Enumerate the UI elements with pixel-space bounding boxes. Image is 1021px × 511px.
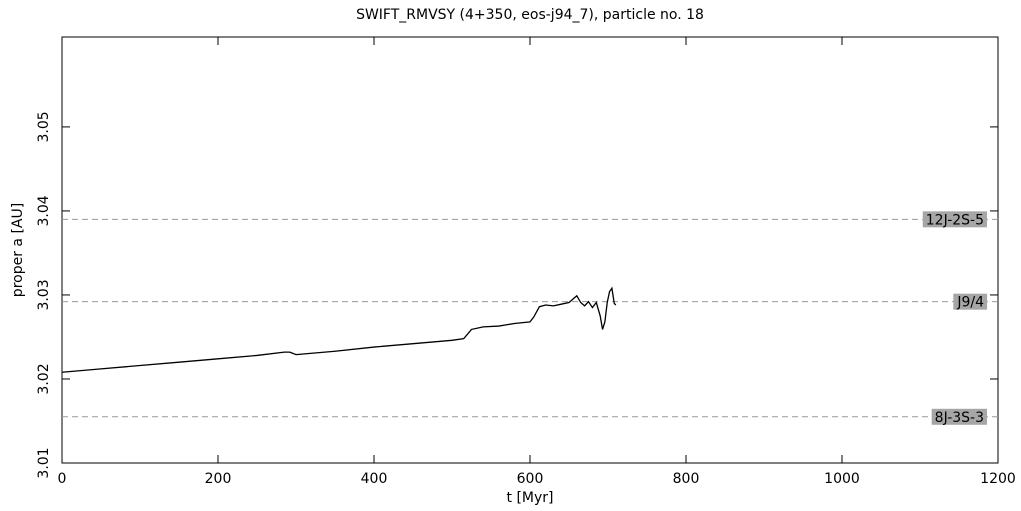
y-tick-label: 3.03 <box>36 279 52 310</box>
y-tick-label: 3.01 <box>36 447 52 478</box>
x-tick-label: 400 <box>361 471 388 487</box>
chart-title: SWIFT_RMVSY (4+350, eos-j94_7), particle… <box>356 7 704 23</box>
resonance-label-bg <box>953 293 988 310</box>
resonance-label-bg <box>931 408 987 425</box>
x-tick-label: 1200 <box>980 471 1016 487</box>
plot-frame <box>61 36 999 464</box>
x-tick-label: 600 <box>517 471 544 487</box>
resonance-label-bg <box>922 211 987 228</box>
x-tick-label: 0 <box>58 471 67 487</box>
x-tick-label: 200 <box>205 471 232 487</box>
x-tick-label: 800 <box>673 471 700 487</box>
x-tick-label: 1000 <box>824 471 860 487</box>
resonance-label: 12J-2S-5 <box>926 212 984 228</box>
resonance-label: J9/4 <box>956 295 984 311</box>
y-tick-label: 3.05 <box>36 111 52 142</box>
resonance-label: 8J-3S-3 <box>935 410 984 426</box>
y-axis-label: proper a [AU] <box>10 203 26 297</box>
y-tick-label: 3.04 <box>36 195 52 226</box>
x-axis-label: t [Myr] <box>507 490 554 506</box>
y-tick-label: 3.02 <box>36 363 52 394</box>
data-line <box>61 286 617 373</box>
